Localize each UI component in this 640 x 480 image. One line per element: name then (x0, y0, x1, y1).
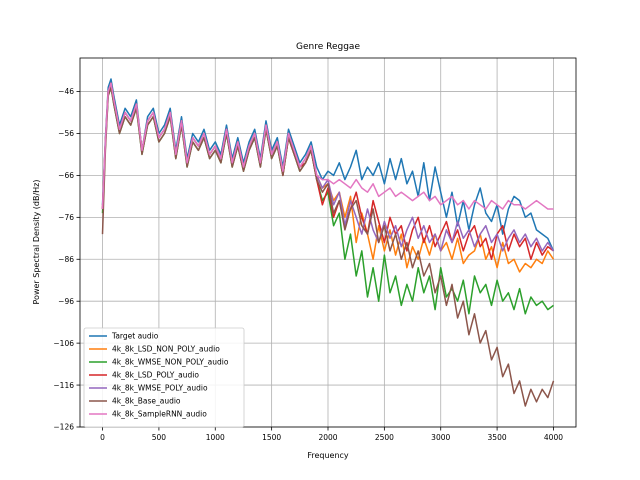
legend-label: 4k_8k_LSD_POLY_audio (112, 371, 199, 380)
x-tick-label: 500 (152, 433, 167, 442)
y-tick-label: −86 (58, 255, 74, 264)
y-tick-label: −56 (58, 129, 74, 138)
x-tick-label: 2500 (375, 433, 394, 442)
legend-label: 4k_8k_LSD_NON_POLY_audio (112, 345, 220, 354)
x-tick-label: 0 (100, 433, 105, 442)
y-tick-label: −46 (58, 87, 74, 96)
x-tick-label: 1000 (206, 433, 225, 442)
series-line-6 (101, 86, 555, 407)
y-axis-label: Power Spectral Density (dB/Hz) (32, 180, 41, 305)
legend-label: 4k_8k_SampleRNN_audio (112, 410, 207, 419)
y-tick-label: −66 (58, 171, 74, 180)
x-axis-label: Frequency (307, 451, 349, 460)
legend-label: 4k_8k_WMSE_NON_POLY_audio (112, 358, 229, 367)
legend-box (83, 327, 245, 428)
x-tick-label: 3000 (431, 433, 450, 442)
x-tick-label: 2000 (318, 433, 337, 442)
legend: Target audio 4k_8k_LSD_NON_POLY_audio 4k_8… (83, 327, 245, 428)
y-tick-label: −106 (53, 339, 74, 348)
chart-title: Genre Reggae (296, 42, 360, 52)
series-line-7 (101, 82, 554, 210)
x-axis-ticks: 0 500 1000 1500 2000 2500 3000 3500 4000 (100, 427, 563, 442)
y-tick-label: −76 (58, 213, 74, 222)
y-tick-label: −126 (53, 423, 74, 432)
legend-label: 4k_8k_WMSE_POLY_audio (112, 384, 208, 393)
series-lines (101, 78, 555, 407)
x-tick-label: 4000 (544, 433, 563, 442)
legend-label: Target audio (111, 332, 159, 341)
legend-label: 4k_8k_Base_audio (112, 397, 181, 406)
y-axis-ticks: −126 −116 −106 −96 −86 −76 −66 −56 −46 (53, 87, 80, 432)
y-tick-label: −116 (53, 381, 74, 390)
x-tick-label: 1500 (262, 433, 281, 442)
x-tick-label: 3500 (488, 433, 507, 442)
y-tick-label: −96 (58, 297, 74, 306)
